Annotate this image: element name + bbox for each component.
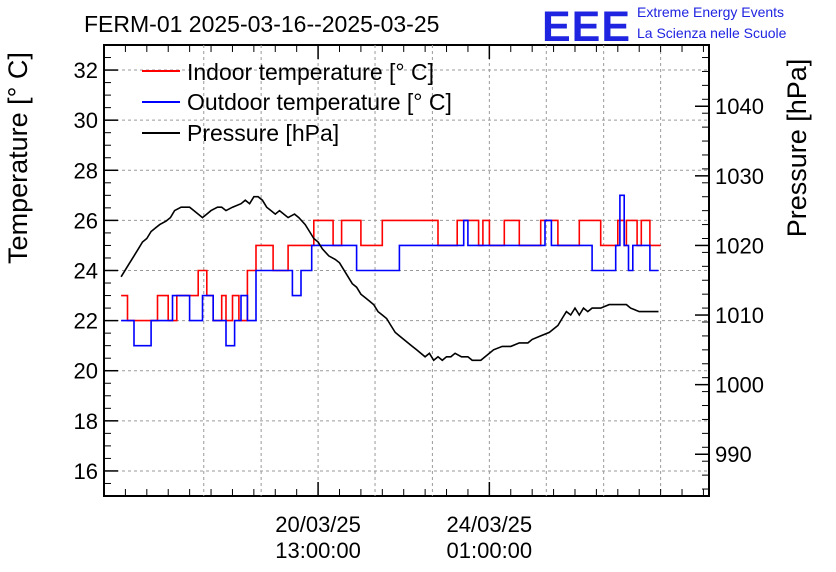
legend-label-outdoor: Outdoor temperature [° C]	[187, 89, 452, 115]
legend: Indoor temperature [° C] Outdoor tempera…	[142, 59, 452, 146]
series-lines	[120, 194, 661, 362]
y-left-tick-label: 28	[74, 158, 98, 183]
series-outdoor-temperature	[121, 194, 659, 347]
y-left-tick-label: 20	[74, 359, 98, 384]
y-right-tick-label: 1000	[715, 373, 764, 398]
y-left-tick-label: 24	[74, 259, 98, 284]
chart-title: FERM-01 2025-03-16--2025-03-25	[84, 11, 439, 37]
y-right-tick-label: 1040	[715, 94, 764, 119]
legend-label-indoor: Indoor temperature [° C]	[187, 59, 434, 85]
right-y-axis: 990 1000 1010 1020 1030 1040	[695, 57, 764, 490]
y-right-tick-label: 990	[715, 442, 752, 467]
y-left-tick-label: 30	[74, 108, 98, 133]
y-left-tick-label: 18	[74, 409, 98, 434]
eee-logo-line1: Extreme Energy Events	[637, 4, 784, 20]
y-right-tick-label: 1010	[715, 303, 764, 328]
x-tick-label-time: 13:00:00	[275, 538, 361, 563]
y-right-tick-label: 1020	[715, 233, 764, 258]
y-right-tick-label: 1030	[715, 164, 764, 189]
x-tick-label-date: 24/03/25	[447, 512, 533, 537]
y-left-tick-label: 26	[74, 208, 98, 233]
y-left-tick-label: 32	[74, 58, 98, 83]
series-pressure	[120, 195, 659, 362]
y-left-label: Temperature [° C]	[3, 52, 33, 264]
y-left-tick-label: 16	[74, 459, 98, 484]
x-tick-label-time: 01:00:00	[447, 538, 533, 563]
legend-label-pressure: Pressure [hPa]	[187, 120, 339, 146]
y-right-label: Pressure [hPa]	[782, 59, 812, 238]
left-y-axis: 16 18 20 22 24 26 28 30 32	[74, 44, 118, 497]
y-left-tick-label: 22	[74, 309, 98, 334]
eee-logo: EEE Extreme Energy Events La Scienza nel…	[542, 3, 787, 51]
eee-logo-line2: La Scienza nelle Scuole	[637, 25, 787, 41]
eee-logo-mark: EEE	[542, 3, 631, 51]
x-tick-label-date: 20/03/25	[275, 512, 361, 537]
